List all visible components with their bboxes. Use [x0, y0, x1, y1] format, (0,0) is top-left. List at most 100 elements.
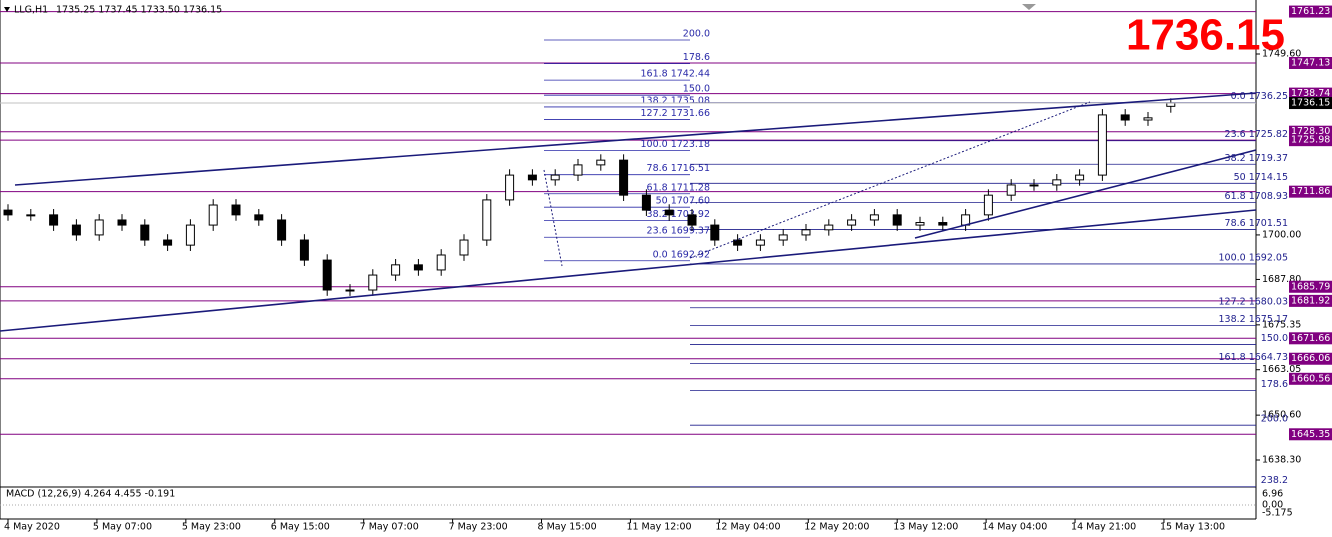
level-label: 1738.74	[1291, 88, 1330, 99]
candle-body	[1029, 184, 1039, 187]
candle-body	[299, 239, 309, 261]
fib-label: 178.6	[683, 52, 710, 63]
fib-label: 78.6 1701.51	[1225, 218, 1288, 229]
fib-label: 150.0	[683, 84, 710, 95]
plot: 1749.60 1700.00 1687.80 1675.35 1663.05 1650.…	[0, 5, 1332, 533]
candle-body	[733, 239, 743, 246]
candle-body	[1120, 114, 1130, 121]
candle-body	[527, 174, 537, 181]
level-box	[1289, 332, 1332, 345]
level-box	[1289, 87, 1332, 100]
fib-label: 150.0	[1261, 333, 1288, 344]
macd-label: MACD (12,26,9) 4.264 4.455 -0.191	[6, 489, 175, 500]
level-box	[1289, 372, 1332, 385]
candle-body	[1075, 174, 1085, 181]
x-tick-label: 4 May 2020	[4, 522, 60, 533]
candle-body	[49, 214, 59, 226]
candle-body	[619, 159, 629, 196]
fib-label: 127.2 1680.03	[1218, 296, 1288, 307]
candle-body	[755, 239, 765, 246]
x-tick-label: 15 May 13:00	[1160, 522, 1225, 533]
level-box	[1289, 134, 1332, 147]
level-box	[1289, 280, 1332, 293]
symbol: LLG,H1	[14, 5, 48, 16]
level-box	[1289, 56, 1332, 69]
candle-body	[436, 254, 446, 271]
x-tick-label: 5 May 07:00	[93, 522, 152, 533]
level-label: 1685.79	[1291, 281, 1330, 292]
candle-body	[322, 259, 332, 291]
candle-body	[368, 274, 378, 291]
fib-label: 100.0 1692.05	[1218, 252, 1288, 263]
fib-label: 100.0 1723.18	[640, 139, 710, 150]
fib-label: 38.2 1703.92	[647, 209, 710, 220]
candle-body	[1143, 117, 1153, 121]
current-price-label: 1736.15	[1291, 98, 1330, 109]
candle-body	[641, 194, 651, 211]
fib-label: 200.0	[1261, 414, 1288, 425]
x-tick-label: 5 May 23:00	[182, 522, 241, 533]
candle-body	[938, 222, 948, 226]
level-box	[1289, 5, 1332, 18]
candle-body	[345, 289, 355, 292]
x-tick-label: 7 May 23:00	[449, 522, 508, 533]
x-tick-label: 7 May 07:00	[360, 522, 419, 533]
big-price: 1736.15	[1126, 11, 1285, 60]
x-tick-label: 11 May 12:00	[626, 522, 691, 533]
x-tick-label: 6 May 15:00	[271, 522, 330, 533]
candle-body	[117, 219, 127, 226]
level-label: 1660.56	[1291, 373, 1330, 384]
y-tick-label: 1700.00	[1262, 229, 1301, 240]
candle-body	[801, 229, 811, 236]
candle-body	[26, 214, 36, 217]
y-tick-label: 1663.05	[1262, 364, 1301, 375]
candle-body	[710, 224, 720, 241]
level-box	[1289, 428, 1332, 441]
fib-connector	[689, 101, 1091, 259]
fib-label: 78.6 1716.51	[647, 163, 710, 174]
fib-label: 178.6	[1261, 379, 1288, 390]
candle-body	[163, 239, 173, 246]
candle-body	[140, 224, 150, 241]
x-tick-label: 12 May 04:00	[715, 522, 780, 533]
y-tick-label: 1687.80	[1262, 274, 1301, 285]
x-tick-label: 12 May 20:00	[804, 522, 869, 533]
fib-label: 127.2 1731.66	[640, 108, 710, 119]
ohlc: 1735.25 1737.45 1733.50 1736.15	[56, 5, 222, 16]
candle-body	[413, 264, 423, 271]
candle-body	[1052, 179, 1062, 186]
fib-label: 0.0 1736.25	[1231, 91, 1288, 102]
fib-label: 50 1714.15	[1234, 172, 1288, 183]
candle-body	[915, 222, 925, 226]
candle-body	[231, 204, 241, 216]
y-tick-label: 1638.30	[1262, 455, 1301, 466]
y-tick-label: 1749.60	[1262, 48, 1301, 59]
fib-label: 200.0	[683, 28, 710, 39]
fib-label: 161.8 1664.73	[1218, 352, 1288, 363]
candle-body	[94, 219, 104, 236]
candle-body	[185, 224, 195, 246]
fib-label: 161.8 1742.44	[640, 69, 710, 80]
level-label: 1711.86	[1291, 186, 1330, 197]
candle-body	[573, 164, 583, 176]
level-label: 1725.98	[1291, 135, 1330, 146]
level-label: 1747.13	[1291, 57, 1330, 68]
fib-connector	[543, 169, 563, 267]
x-tick-label: 8 May 15:00	[538, 522, 597, 533]
candle-body	[664, 209, 674, 216]
candle-body	[983, 194, 993, 216]
macd-tick: -5.175	[1262, 508, 1293, 519]
level-label: 1761.23	[1291, 6, 1330, 17]
candle-body	[824, 224, 834, 231]
macd-tick: 6.96	[1262, 489, 1283, 500]
trend-line	[14, 92, 1257, 186]
fib-label: 0.0 1692.92	[653, 249, 710, 260]
trend-line	[914, 149, 1257, 239]
fib-label: 138.2 1675.17	[1218, 314, 1288, 325]
fib-label: 61.8 1708.93	[1225, 191, 1288, 202]
candle-body	[1097, 114, 1107, 176]
x-tick-label: 14 May 21:00	[1071, 522, 1136, 533]
candle-body	[208, 204, 218, 226]
